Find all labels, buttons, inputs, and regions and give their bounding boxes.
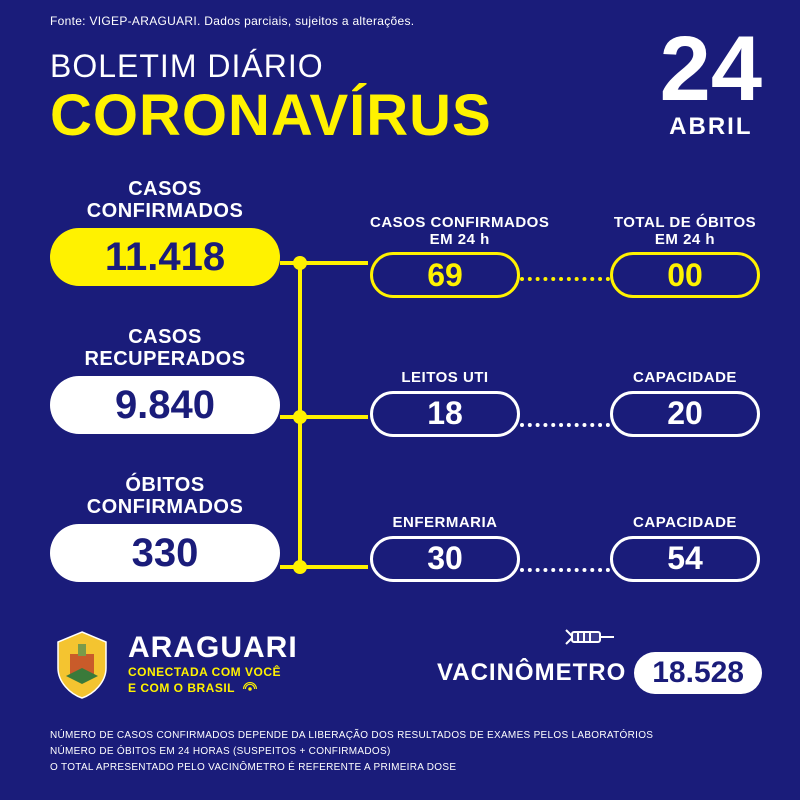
stat-value: 00	[610, 252, 760, 298]
connector-branch	[302, 261, 368, 265]
stat-value: 30	[370, 536, 520, 582]
stat-label-line: CONFIRMADOS	[87, 496, 244, 518]
stat-label: CASOS CONFIRMADOS EM 24 h	[370, 215, 549, 248]
connector-stub	[280, 565, 304, 569]
connector-stub	[280, 415, 304, 419]
row-24h: CASOS CONFIRMADOS EM 24 h 69 TOTAL DE ÓB…	[370, 215, 760, 298]
footnotes: NÚMERO DE CASOS CONFIRMADOS DEPENDE DA L…	[50, 728, 653, 776]
stat-value: 9.840	[50, 376, 280, 434]
stat-label-line: CASOS	[128, 326, 202, 348]
vaccine-label: VACINÔMETRO	[437, 659, 626, 687]
stat-ward-capacity: CAPACIDADE 54	[610, 515, 760, 582]
connector-dots	[520, 568, 610, 572]
stat-label: CAPACIDADE	[610, 370, 760, 387]
stat-label: TOTAL DE ÓBITOS EM 24 h	[610, 215, 760, 248]
stat-value: 54	[610, 536, 760, 582]
stat-value: 20	[610, 391, 760, 437]
vaccine-meter: VACINÔMETRO 18.528	[437, 652, 762, 694]
stat-label: CAPACIDADE	[610, 515, 760, 532]
signal-icon	[243, 682, 257, 696]
stat-value: 18	[370, 391, 520, 437]
stat-label-line: ÓBITOS	[125, 474, 204, 496]
connector-dots	[520, 423, 610, 427]
stat-ward-beds: ENFERMARIA 30	[370, 515, 520, 582]
stat-confirmed-deaths: ÓBITOS CONFIRMADOS 330	[50, 474, 280, 582]
city-text: ARAGUARI CONECTADA COM VOCÊ E COM O BRAS…	[128, 631, 298, 696]
stat-confirmed-cases: CASOS CONFIRMADOS 11.418	[50, 178, 280, 286]
city-crest-icon	[50, 628, 114, 700]
connector-branch	[302, 415, 368, 419]
stat-recovered-cases: CASOS RECUPERADOS 9.840	[50, 326, 280, 434]
stat-label-line: CASOS	[128, 178, 202, 200]
stat-label-line: CONFIRMADOS	[87, 200, 244, 222]
city-name: ARAGUARI	[128, 631, 298, 665]
connector-stub	[280, 261, 304, 265]
bulletin-canvas: Fonte: VIGEP-ARAGUARI. Dados parciais, s…	[0, 0, 800, 800]
footnote-line: NÚMERO DE CASOS CONFIRMADOS DEPENDE DA L…	[50, 728, 653, 744]
header-title: CORONAVÍRUS	[50, 87, 492, 145]
footnote-line: NÚMERO DE ÓBITOS EM 24 HORAS (SUSPEITOS …	[50, 744, 653, 760]
stat-label-line: RECUPERADOS	[84, 348, 245, 370]
city-tagline: CONECTADA COM VOCÊ E COM O BRASIL	[128, 665, 298, 696]
header-subtitle: BOLETIM DIÁRIO	[50, 48, 492, 85]
stat-value: 330	[50, 524, 280, 582]
connector-branch	[302, 565, 368, 569]
row-ward: ENFERMARIA 30 CAPACIDADE 54	[370, 515, 760, 582]
row-icu: LEITOS UTI 18 CAPACIDADE 20	[370, 370, 760, 437]
stat-value: 69	[370, 252, 520, 298]
stat-icu-beds: LEITOS UTI 18	[370, 370, 520, 437]
date-day: 24	[660, 28, 762, 111]
stat-deaths-24h: TOTAL DE ÓBITOS EM 24 h 00	[610, 215, 760, 298]
connector-dots	[520, 277, 610, 281]
stat-icu-capacity: CAPACIDADE 20	[610, 370, 760, 437]
footnote-line: O TOTAL APRESENTADO PELO VACINÔMETRO É R…	[50, 760, 653, 776]
syringe-icon	[560, 622, 620, 652]
date-block: 24 ABRIL	[660, 28, 762, 141]
header: BOLETIM DIÁRIO CORONAVÍRUS	[50, 48, 492, 145]
stat-value: 11.418	[50, 228, 280, 286]
stat-label: LEITOS UTI	[370, 370, 520, 387]
stat-label: ENFERMARIA	[370, 515, 520, 532]
left-column: CASOS CONFIRMADOS 11.418 CASOS RECUPERAD…	[50, 178, 280, 622]
stat-cases-24h: CASOS CONFIRMADOS EM 24 h 69	[370, 215, 549, 298]
date-month: ABRIL	[660, 113, 762, 141]
footer-city: ARAGUARI CONECTADA COM VOCÊ E COM O BRAS…	[50, 628, 298, 700]
source-line: Fonte: VIGEP-ARAGUARI. Dados parciais, s…	[50, 14, 414, 28]
vaccine-value: 18.528	[634, 652, 762, 694]
